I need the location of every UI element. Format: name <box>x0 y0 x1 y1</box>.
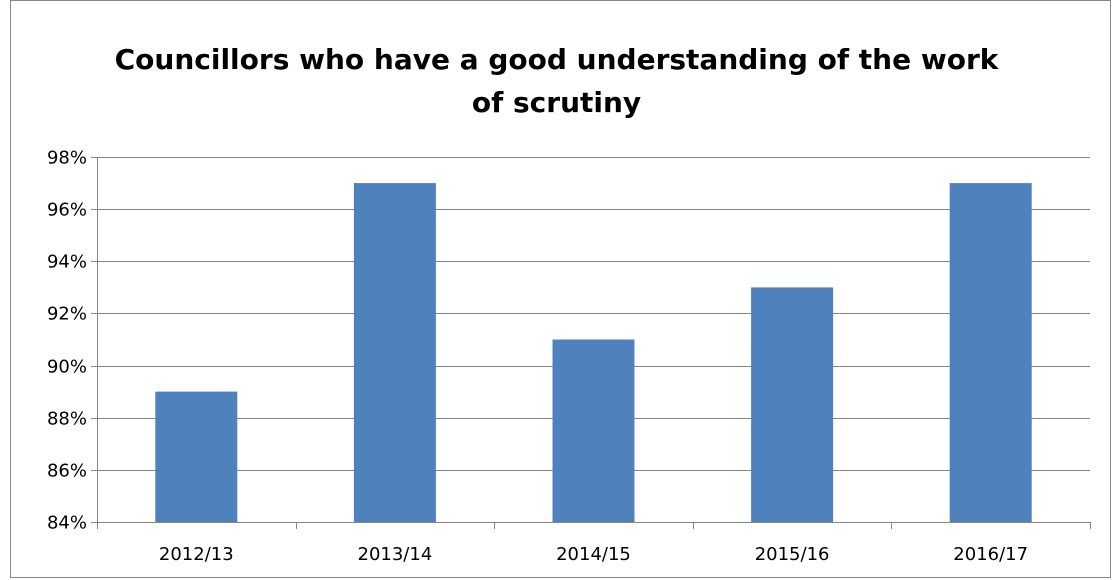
axes <box>91 157 1091 529</box>
tick-labels: 84% 86% 88% 90% 92% 94% 96% 98% 2012/13 2013/14 20… <box>47 148 1028 566</box>
y-tick-label: 92% <box>47 304 87 325</box>
y-tick-label: 90% <box>47 357 87 378</box>
x-tick-label: 2014/15 <box>556 544 631 565</box>
y-tick-label: 96% <box>47 200 87 221</box>
x-tick-label: 2012/13 <box>159 544 234 565</box>
bar-2012-13 <box>155 391 238 522</box>
y-tick-label: 86% <box>47 461 87 482</box>
x-tick-label: 2013/14 <box>358 544 433 565</box>
chart-title-line-2: of scrutiny <box>471 86 642 119</box>
x-tick-label: 2015/16 <box>755 544 830 565</box>
x-tick-label: 2016/17 <box>953 544 1028 565</box>
chart-title-line-1: Councillors who have a good understandin… <box>114 43 999 76</box>
bar-2014-15 <box>552 339 635 522</box>
bars <box>155 183 1032 522</box>
y-tick-label: 84% <box>47 513 87 534</box>
y-tick-label: 94% <box>47 252 87 273</box>
bar-2013-14 <box>353 183 436 522</box>
y-tick-label: 88% <box>47 409 87 430</box>
chart-title: Councillors who have a good understandin… <box>0 38 1113 124</box>
bar-2015-16 <box>751 287 834 522</box>
y-tick-label: 98% <box>47 148 87 169</box>
bar-2016-17 <box>949 183 1032 522</box>
